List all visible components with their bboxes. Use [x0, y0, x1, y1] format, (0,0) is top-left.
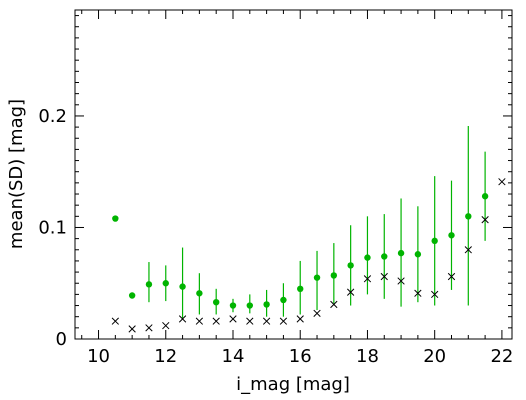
- data-point: [145, 281, 153, 288]
- data-point: [397, 249, 405, 257]
- errorbars: [148, 125, 486, 319]
- x-marker-point: [414, 289, 422, 297]
- x-tick-label: 10: [87, 346, 110, 367]
- data-point: [246, 302, 253, 309]
- x-tick-label: 14: [222, 346, 245, 367]
- data-point: [364, 254, 371, 261]
- x-tick-label: 12: [154, 346, 177, 367]
- x-tick-label: 16: [289, 346, 312, 367]
- data-point: [162, 280, 169, 287]
- x-tick-label: 20: [423, 346, 446, 367]
- plot-frame: [74, 9, 513, 340]
- data-point: [431, 237, 438, 245]
- data-point: [229, 302, 237, 309]
- x-marker-point: [111, 317, 119, 325]
- data-point: [128, 292, 136, 299]
- x-marker-point: [246, 317, 254, 325]
- data-point: [481, 193, 489, 200]
- green-points: [112, 193, 489, 309]
- data-point: [465, 213, 472, 220]
- data-point: [330, 272, 338, 279]
- x-marker-point: [380, 272, 388, 281]
- x-marker-point: [397, 277, 405, 285]
- data-point: [280, 296, 287, 304]
- x-tick-label: 22: [490, 346, 513, 367]
- x-marker-point: [128, 325, 136, 333]
- x-tick-label: 18: [356, 346, 379, 367]
- x-marker-point: [229, 315, 237, 323]
- x-marker-point: [464, 246, 472, 254]
- y-tick-label: 0.2: [38, 106, 67, 127]
- data-point: [448, 232, 455, 239]
- x-marker-point: [296, 315, 304, 323]
- data-point: [297, 285, 304, 293]
- data-point: [179, 283, 186, 290]
- x-marker-point: [195, 317, 204, 325]
- data-point: [112, 215, 119, 222]
- data-point: [313, 274, 321, 281]
- x-marker-point: [481, 216, 489, 224]
- x-marker-point: [313, 309, 321, 318]
- y-tick-label: 0: [56, 329, 67, 350]
- data-point: [263, 301, 270, 308]
- y-axis-label: mean(SD) [mag]: [6, 99, 27, 249]
- data-point: [347, 262, 354, 269]
- x-marker-point: [363, 275, 372, 283]
- x-markers: [111, 178, 506, 333]
- x-marker-point: [346, 288, 355, 296]
- x-marker-point: [212, 317, 220, 325]
- x-marker-point: [162, 321, 170, 330]
- x-axis-label: i_mag [mag]: [236, 374, 350, 395]
- y-tick-label: 0.1: [38, 217, 67, 238]
- data-point: [381, 253, 388, 260]
- minor-ticks: [75, 10, 512, 339]
- data-point: [414, 251, 422, 258]
- x-marker-point: [447, 272, 456, 281]
- x-marker-point: [262, 317, 271, 325]
- tick-labels: 10 12 14 16 18 20 22 0 0.1 0.2: [38, 106, 513, 367]
- x-marker-point: [178, 315, 187, 323]
- major-ticks: [75, 10, 512, 340]
- x-marker-point: [431, 290, 439, 299]
- x-marker-point: [330, 300, 338, 309]
- x-marker-point: [498, 178, 506, 186]
- x-marker-point: [279, 317, 288, 325]
- data-point: [212, 298, 220, 306]
- x-marker-point: [145, 324, 153, 332]
- data-point: [196, 290, 203, 297]
